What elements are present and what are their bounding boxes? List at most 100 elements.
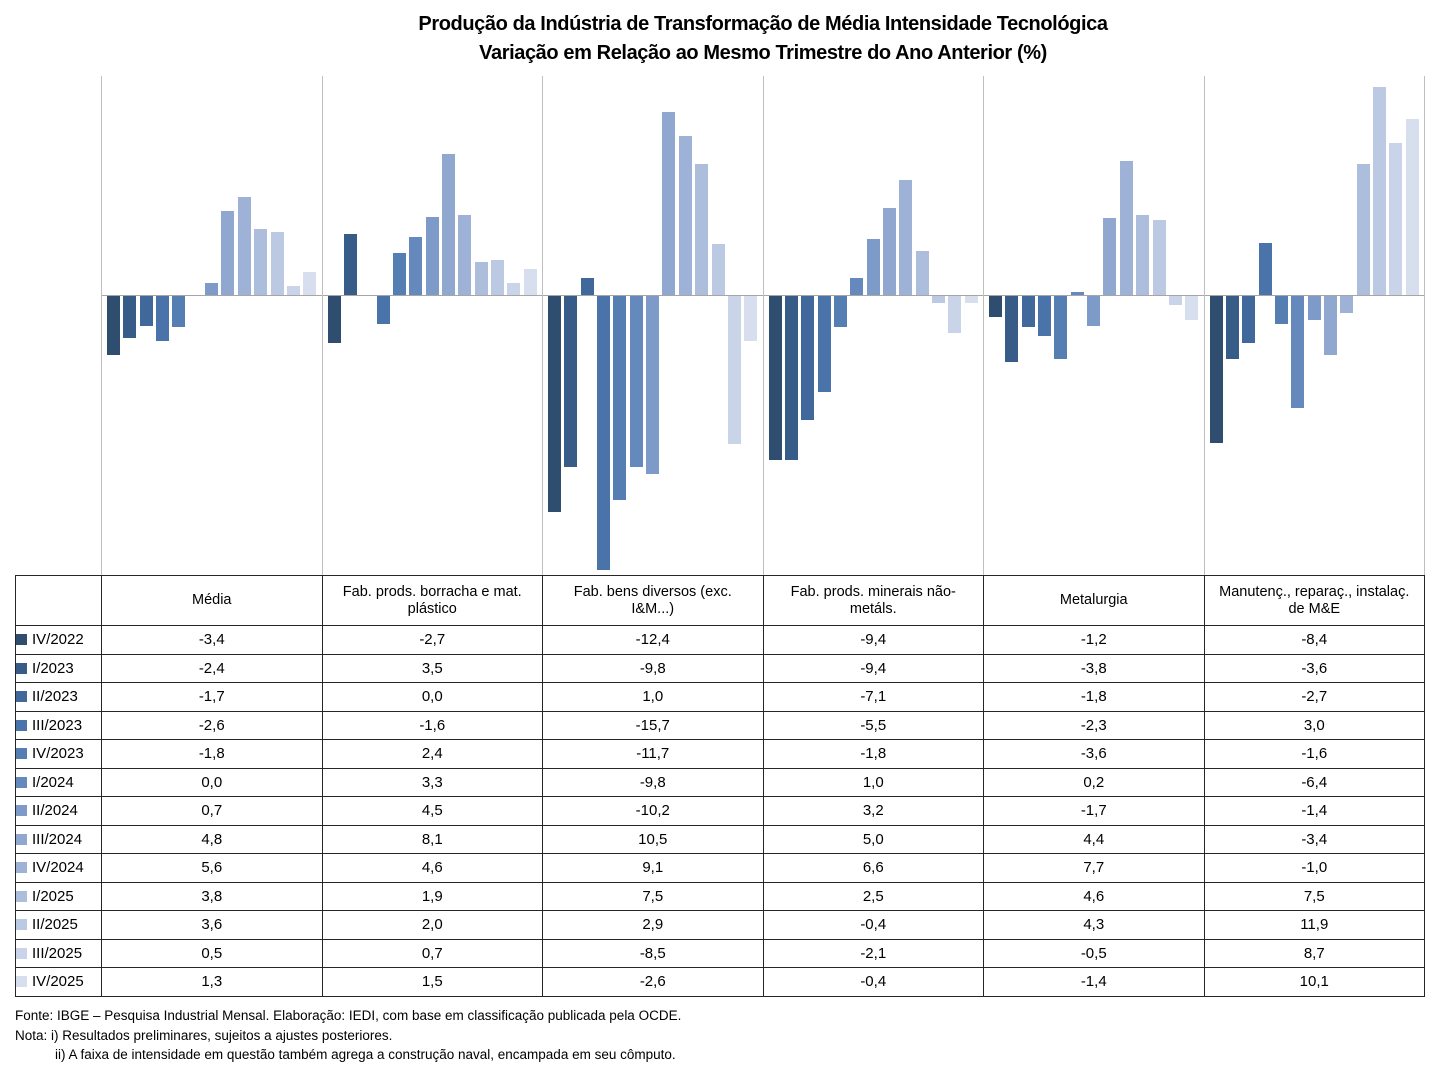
bar-II-2024-cat3 xyxy=(646,296,660,474)
chart-title-block: Produção da Indústria de Transformação d… xyxy=(101,10,1425,68)
value-cell-III-2025-cat4: -2,1 xyxy=(762,938,984,968)
value-cell-III-2024-cat6: -3,4 xyxy=(1203,824,1425,854)
value-cell-III-2024-cat3: 10,5 xyxy=(542,824,764,854)
bar-IV-2025-cat5 xyxy=(1185,296,1199,321)
value-cell-IV-2025-cat4: -0,4 xyxy=(762,967,984,997)
bar-IV-2023-cat4 xyxy=(833,296,847,328)
value-cell-I-2025-cat5: 4,6 xyxy=(983,881,1205,911)
chart-panel-6 xyxy=(1203,76,1425,575)
column-header-5: Metalurgia xyxy=(983,575,1205,626)
value-cell-IV-2024-cat4: 6,6 xyxy=(762,853,984,883)
bar-IV-2024-cat3 xyxy=(678,136,692,295)
legend-cell-IV-2023: IV/2023 xyxy=(15,739,102,769)
bar-I-2025-cat6 xyxy=(1356,164,1370,295)
value-cell-IV-2022-cat4: -9,4 xyxy=(762,625,984,655)
chart-panel-2 xyxy=(321,76,543,575)
table-row: I/2025 3,8 1,9 7,5 2,5 4,6 7,5 xyxy=(15,881,1425,911)
value-cell-III-2023-cat2: -1,6 xyxy=(321,710,543,740)
value-cell-III-2024-cat1: 4,8 xyxy=(101,824,323,854)
quarter-label: II/2025 xyxy=(32,916,78,934)
column-header-3: Fab. bens diversos (exc. I&M...) xyxy=(542,575,764,626)
legend-swatch-icon xyxy=(16,662,27,674)
bar-III-2023-cat5 xyxy=(1038,296,1052,337)
value-cell-II-2025-cat2: 2,0 xyxy=(321,910,543,940)
bar-I-2024-cat5 xyxy=(1070,291,1084,295)
value-cell-II-2023-cat4: -7,1 xyxy=(762,682,984,712)
bar-IV-2024-cat2 xyxy=(458,214,472,295)
value-cell-II-2023-cat2: 0,0 xyxy=(321,682,543,712)
bar-II-2024-cat2 xyxy=(425,216,439,295)
bar-II-2025-cat1 xyxy=(270,232,284,295)
quarter-label: II/2024 xyxy=(32,802,78,820)
value-cell-II-2024-cat2: 4,5 xyxy=(321,796,543,826)
chart-panel-4 xyxy=(762,76,984,575)
value-cell-III-2023-cat3: -15,7 xyxy=(542,710,764,740)
value-cell-IV-2023-cat1: -1,8 xyxy=(101,739,323,769)
table-row: IV/2022 -3,4 -2,7 -12,4 -9,4 -1,2 -8,4 xyxy=(15,625,1425,655)
chart-subtitle: Variação em Relação ao Mesmo Trimestre d… xyxy=(479,42,1047,64)
value-cell-II-2023-cat1: -1,7 xyxy=(101,682,323,712)
bar-III-2025-cat3 xyxy=(727,296,741,445)
quarter-label: III/2025 xyxy=(32,944,83,962)
table-row: II/2024 0,7 4,5 -10,2 3,2 -1,7 -1,4 xyxy=(15,796,1425,826)
value-cell-IV-2024-cat3: 9,1 xyxy=(542,853,764,883)
nota-line-1: Nota: i) Resultados preliminares, sujeit… xyxy=(15,1027,393,1043)
bar-II-2023-cat5 xyxy=(1021,296,1035,328)
value-cell-II-2023-cat3: 1,0 xyxy=(542,682,764,712)
value-cell-III-2024-cat2: 8,1 xyxy=(321,824,543,854)
chart-panel-5 xyxy=(983,76,1204,575)
value-cell-IV-2022-cat3: -12,4 xyxy=(542,625,764,655)
value-cell-III-2025-cat5: -0,5 xyxy=(983,938,1205,968)
bar-III-2025-cat5 xyxy=(1168,296,1182,305)
value-cell-III-2024-cat4: 5,0 xyxy=(762,824,984,854)
bar-IV-2025-cat2 xyxy=(523,268,537,295)
value-cell-III-2024-cat5: 4,4 xyxy=(983,824,1205,854)
legend-cell-III-2023: III/2023 xyxy=(15,710,102,740)
value-cell-I-2023-cat4: -9,4 xyxy=(762,653,984,683)
bar-I-2025-cat1 xyxy=(254,228,268,295)
bar-III-2025-cat6 xyxy=(1389,143,1403,295)
bar-IV-2022-cat6 xyxy=(1209,296,1223,443)
bar-II-2024-cat5 xyxy=(1087,296,1101,326)
chart-panel-1 xyxy=(101,76,322,575)
bar-IV-2025-cat3 xyxy=(744,296,758,342)
value-cell-I-2023-cat1: -2,4 xyxy=(101,653,323,683)
value-cell-I-2023-cat6: -3,6 xyxy=(1203,653,1425,683)
value-cell-IV-2025-cat1: 1,3 xyxy=(101,967,323,997)
bar-I-2024-cat3 xyxy=(629,296,643,467)
legend-swatch-icon xyxy=(16,862,27,874)
bar-chart-plot-area xyxy=(101,76,1425,575)
value-cell-II-2024-cat1: 0,7 xyxy=(101,796,323,826)
bar-III-2024-cat3 xyxy=(662,111,676,295)
bar-II-2025-cat3 xyxy=(711,244,725,295)
value-cell-II-2025-cat3: 2,9 xyxy=(542,910,764,940)
bar-IV-2023-cat1 xyxy=(172,296,186,328)
chart-panel-3 xyxy=(542,76,763,575)
legend-cell-IV-2024: IV/2024 xyxy=(15,853,102,883)
bar-II-2025-cat5 xyxy=(1152,220,1166,295)
quarter-label: III/2023 xyxy=(32,716,83,734)
bar-IV-2025-cat4 xyxy=(964,296,978,303)
bar-I-2023-cat3 xyxy=(564,296,578,467)
value-cell-II-2024-cat4: 3,2 xyxy=(762,796,984,826)
data-table: Média Fab. prods. borracha e mat. plástic… xyxy=(15,575,1425,997)
bar-II-2024-cat6 xyxy=(1307,296,1321,321)
legend-swatch-icon xyxy=(16,947,27,959)
value-cell-III-2023-cat6: 3,0 xyxy=(1203,710,1425,740)
legend-swatch-icon xyxy=(16,805,27,817)
bar-I-2023-cat2 xyxy=(343,233,357,295)
bar-IV-2024-cat1 xyxy=(237,197,251,295)
value-cell-III-2025-cat6: 8,7 xyxy=(1203,938,1425,968)
value-cell-IV-2025-cat2: 1,5 xyxy=(321,967,543,997)
quarter-label: II/2023 xyxy=(32,688,78,706)
value-cell-IV-2023-cat5: -3,6 xyxy=(983,739,1205,769)
bar-IV-2025-cat1 xyxy=(303,272,317,295)
bar-I-2023-cat1 xyxy=(123,296,137,338)
legend-swatch-icon xyxy=(16,890,27,902)
value-cell-III-2025-cat1: 0,5 xyxy=(101,938,323,968)
bar-III-2025-cat2 xyxy=(507,282,521,295)
value-cell-I-2023-cat5: -3,8 xyxy=(983,653,1205,683)
value-cell-I-2025-cat6: 7,5 xyxy=(1203,881,1425,911)
column-header-2: Fab. prods. borracha e mat. plástico xyxy=(321,575,543,626)
